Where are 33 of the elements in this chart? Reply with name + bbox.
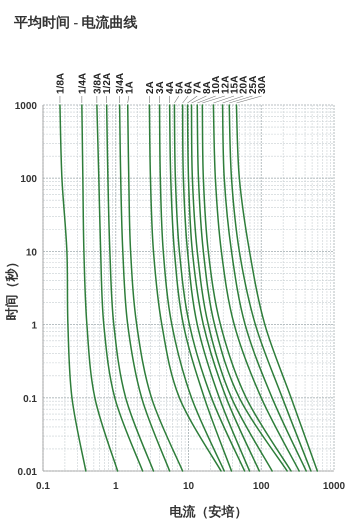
text: 12A (220, 76, 232, 94)
text: 5A (174, 81, 186, 94)
text: 2A (144, 81, 156, 94)
text: 10A (211, 76, 222, 94)
text: 3/8A (92, 72, 104, 94)
text: 3A (155, 81, 166, 94)
x-tick-label: 1 (112, 481, 119, 492)
y-axis-title: 时间（秒） (4, 256, 19, 320)
text: 1/2A (102, 72, 114, 94)
y-tick-label: 100 (20, 174, 38, 186)
text: 1/4A (77, 72, 88, 94)
x-axis-title: 电流（安培） (170, 504, 248, 519)
chart-title: 平均时间 - 电流曲线 (13, 14, 138, 31)
text: 4A (165, 81, 176, 94)
text: 25A (248, 76, 259, 94)
text: 8A (202, 81, 213, 94)
text: 7A (192, 81, 204, 94)
y-tick-label: 1 (31, 320, 38, 332)
text: 30A (257, 76, 268, 94)
text: 1A (124, 81, 136, 94)
x-tick-label: 1000 (322, 481, 346, 492)
x-tick-label: 0.1 (36, 481, 50, 492)
text: 3/4A (115, 72, 126, 94)
text: 15A (230, 76, 241, 94)
y-tick-label: 1000 (14, 101, 38, 112)
y-tick-label: 0.1 (23, 394, 38, 405)
text: 1/8A (55, 72, 66, 94)
text: 6A (184, 81, 195, 94)
y-tick-label: 10 (26, 247, 38, 258)
x-tick-label: 10 (182, 481, 194, 492)
x-tick-label: 100 (252, 481, 270, 492)
text: 20A (238, 76, 250, 94)
y-tick-label: 0.01 (18, 467, 38, 478)
